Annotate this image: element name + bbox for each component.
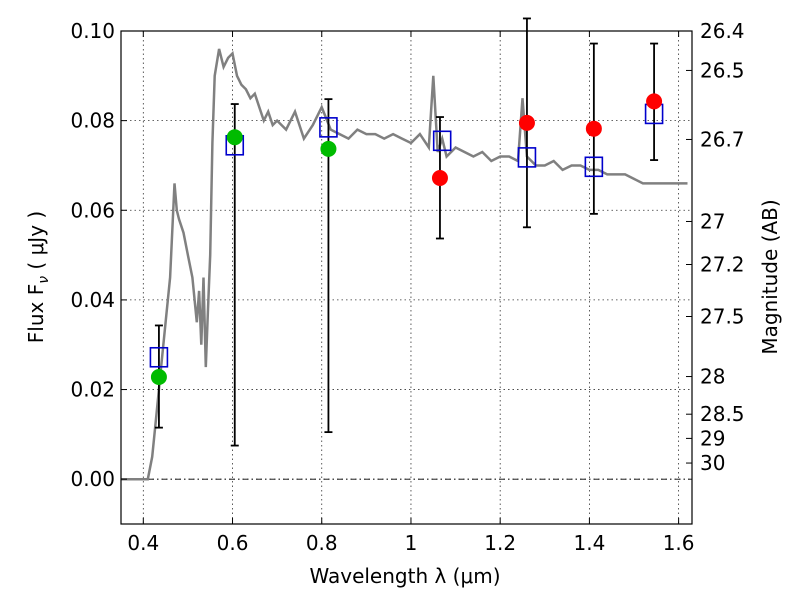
- upper-limit-points: [431, 93, 663, 187]
- y-tick-label-3: 0.06: [70, 198, 115, 222]
- model-box-5: [584, 156, 604, 178]
- mag-tick-label-6: 28: [700, 365, 725, 389]
- magnitude-axis-label: Magnitude (AB): [758, 199, 782, 354]
- y-axis-label-unit: ( μJy ): [24, 211, 48, 276]
- detection-point-1: [226, 129, 243, 146]
- upper-limit-point-0: [431, 170, 448, 187]
- mag-tick-label-1: 26.5: [700, 58, 745, 82]
- y-tick-label-5: 0.10: [70, 19, 115, 43]
- x-tick-label-1: 0.6: [217, 531, 249, 555]
- detection-point-2: [320, 140, 337, 157]
- plot-frame: [120, 30, 693, 525]
- y-tick-label-0: 0.00: [70, 467, 115, 491]
- upper-limit-point-2: [585, 120, 602, 137]
- mag-tick-label-9: 30: [700, 451, 725, 475]
- x-tick-label-0: 0.4: [127, 531, 159, 555]
- x-axis-label: Wavelength λ (μm): [309, 564, 500, 588]
- x-tick-label-6: 1.6: [663, 531, 695, 555]
- mag-tick-label-2: 26.7: [700, 127, 745, 151]
- model-box-4: [517, 147, 537, 168]
- y-tick-label-1: 0.02: [70, 378, 115, 402]
- model-box-0: [149, 346, 169, 368]
- x-tick-label-5: 1.4: [573, 531, 605, 555]
- y-tick-label-2: 0.04: [70, 288, 115, 312]
- y-axis-ticks: 0.00 0.02 0.04 0.06 0.08 0.10: [70, 19, 127, 491]
- mag-tick-label-8: 29: [700, 426, 725, 450]
- mag-tick-label-4: 27.2: [700, 253, 745, 277]
- y-tick-label-4: 0.08: [70, 109, 115, 133]
- upper-limit-point-3: [646, 93, 663, 110]
- y-axis-label: Flux Fν ( μJy ): [24, 211, 52, 343]
- y-axis-label-main: Flux F: [24, 284, 48, 343]
- mag-tick-label-5: 27.5: [700, 304, 745, 328]
- x-tick-label-2: 0.8: [306, 531, 338, 555]
- data-layer: [121, 17, 688, 481]
- upper-limit-point-1: [518, 114, 535, 131]
- mag-tick-label-3: 27: [700, 209, 725, 233]
- mag-tick-label-0: 26.4: [700, 19, 745, 43]
- detection-points: [150, 129, 337, 385]
- x-axis-ticks: 0.4 0.6 0.8 1 1.2 1.4 1.6: [127, 31, 695, 555]
- x-tick-label-4: 1.2: [484, 531, 516, 555]
- model-sed-line: [121, 48, 688, 481]
- model-box-2: [319, 117, 338, 138]
- x-tick-label-3: 1: [405, 531, 418, 555]
- y-axis-label-subscript: ν: [36, 276, 52, 284]
- detection-point-0: [150, 368, 167, 385]
- model-box-3: [432, 130, 452, 152]
- mag-tick-label-7: 28.5: [700, 402, 745, 426]
